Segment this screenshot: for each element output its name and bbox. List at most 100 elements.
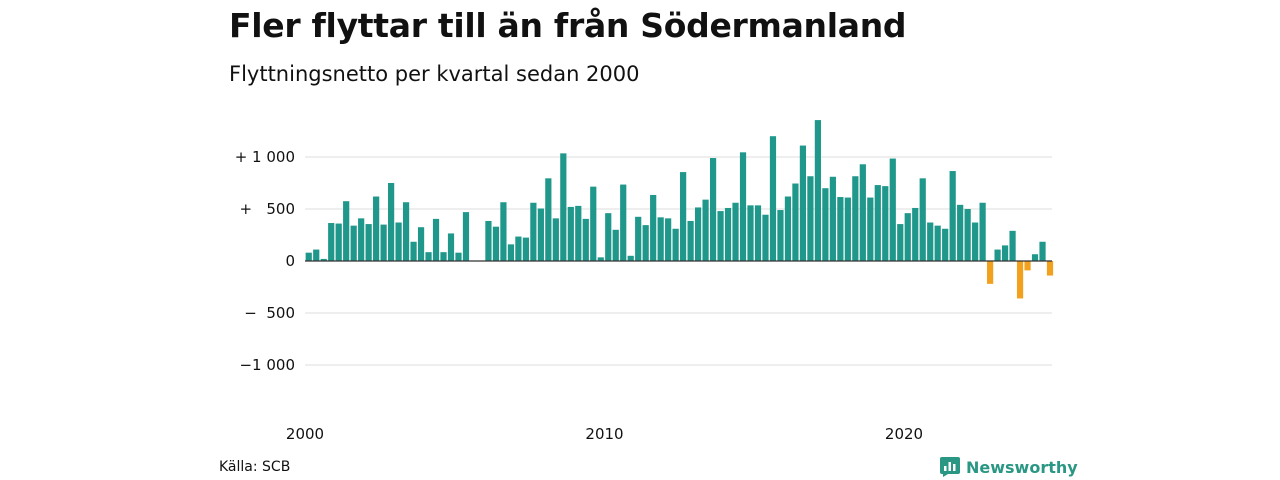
bar (927, 222, 934, 261)
bar (440, 252, 447, 261)
source-note: Källa: SCB (219, 459, 291, 475)
bar (552, 218, 559, 261)
bar (867, 197, 874, 261)
bar (313, 249, 320, 261)
bar (859, 164, 866, 261)
bar (447, 233, 455, 261)
bar (687, 220, 694, 261)
bar (455, 252, 462, 261)
bar (972, 222, 979, 261)
bar (717, 211, 724, 261)
bar (837, 197, 844, 261)
bar (395, 222, 402, 261)
bar (792, 183, 799, 261)
bar (762, 214, 769, 261)
gridlines (305, 156, 1052, 366)
x-tick-label: 2020 (885, 425, 923, 443)
bar (784, 196, 792, 261)
bar (1001, 245, 1009, 261)
bar (987, 261, 994, 284)
bar (530, 202, 537, 261)
x-tick-label: 2000 (286, 425, 324, 443)
bar (807, 176, 814, 261)
bar (942, 228, 949, 261)
bar (672, 228, 679, 261)
bar (657, 217, 664, 261)
bar (582, 218, 589, 261)
bar (829, 176, 836, 261)
bar (388, 183, 395, 261)
bar (365, 224, 372, 261)
bar (1024, 261, 1031, 271)
bar (432, 218, 440, 261)
bar (1009, 230, 1016, 261)
bar (702, 199, 709, 261)
bar (620, 184, 627, 261)
bars (305, 120, 1054, 299)
bar (507, 244, 515, 261)
x-axis-labels: 2000 2010 2020 (286, 425, 923, 443)
chart-subtitle: Flyttningsnetto per kvartal sedan 2000 (229, 62, 640, 86)
bar (522, 237, 529, 261)
bar (425, 252, 432, 261)
bar (822, 188, 829, 261)
chart-title: Fler flyttar till än från Södermanland (229, 6, 907, 45)
y-tick-label: + 500 (239, 200, 295, 218)
bar (799, 145, 807, 261)
bar (410, 241, 417, 261)
bar (537, 208, 544, 261)
bar (1016, 261, 1024, 299)
bar (358, 218, 365, 261)
bar (777, 210, 784, 261)
y-tick-label: −1 000 (239, 356, 295, 374)
bar (919, 178, 926, 261)
brand-logo[interactable]: Newsworthy (940, 457, 1078, 477)
bar (732, 202, 739, 261)
bar (492, 226, 500, 261)
bar (635, 216, 642, 261)
bar (979, 202, 986, 261)
bar (904, 213, 911, 261)
y-axis-labels: + 1 000 + 500 0 − 500 −1 000 (235, 148, 295, 374)
bar (694, 207, 702, 261)
bar (912, 207, 919, 261)
bar (605, 213, 612, 261)
bar (650, 194, 657, 261)
bar (462, 212, 470, 261)
bar (852, 176, 859, 261)
bar (627, 255, 634, 261)
bar (724, 207, 732, 261)
bar (485, 220, 492, 261)
bar (754, 205, 762, 261)
bar (567, 206, 574, 261)
bar (335, 223, 342, 261)
y-tick-label: 0 (285, 252, 295, 270)
bar (874, 185, 881, 261)
bar (417, 227, 425, 261)
bar (739, 152, 747, 261)
bar (402, 202, 410, 261)
brand-name: Newsworthy (966, 457, 1078, 477)
bar (949, 171, 956, 261)
bar (320, 258, 327, 261)
bar (612, 229, 619, 261)
bar (343, 201, 350, 261)
bar (642, 225, 649, 261)
bar (590, 186, 597, 261)
bar (575, 205, 582, 261)
y-tick-label: + 1 000 (235, 148, 295, 166)
bar (964, 209, 971, 261)
bar (897, 224, 904, 261)
bar (545, 178, 552, 261)
bar (328, 223, 335, 261)
bar (597, 257, 604, 261)
bar (1039, 241, 1046, 261)
y-tick-label: − 500 (244, 304, 295, 322)
bar (844, 197, 851, 261)
bar (957, 204, 964, 261)
bar (1046, 261, 1054, 276)
x-tick-label: 2010 (585, 425, 623, 443)
bar (373, 196, 380, 261)
bar (882, 186, 889, 261)
